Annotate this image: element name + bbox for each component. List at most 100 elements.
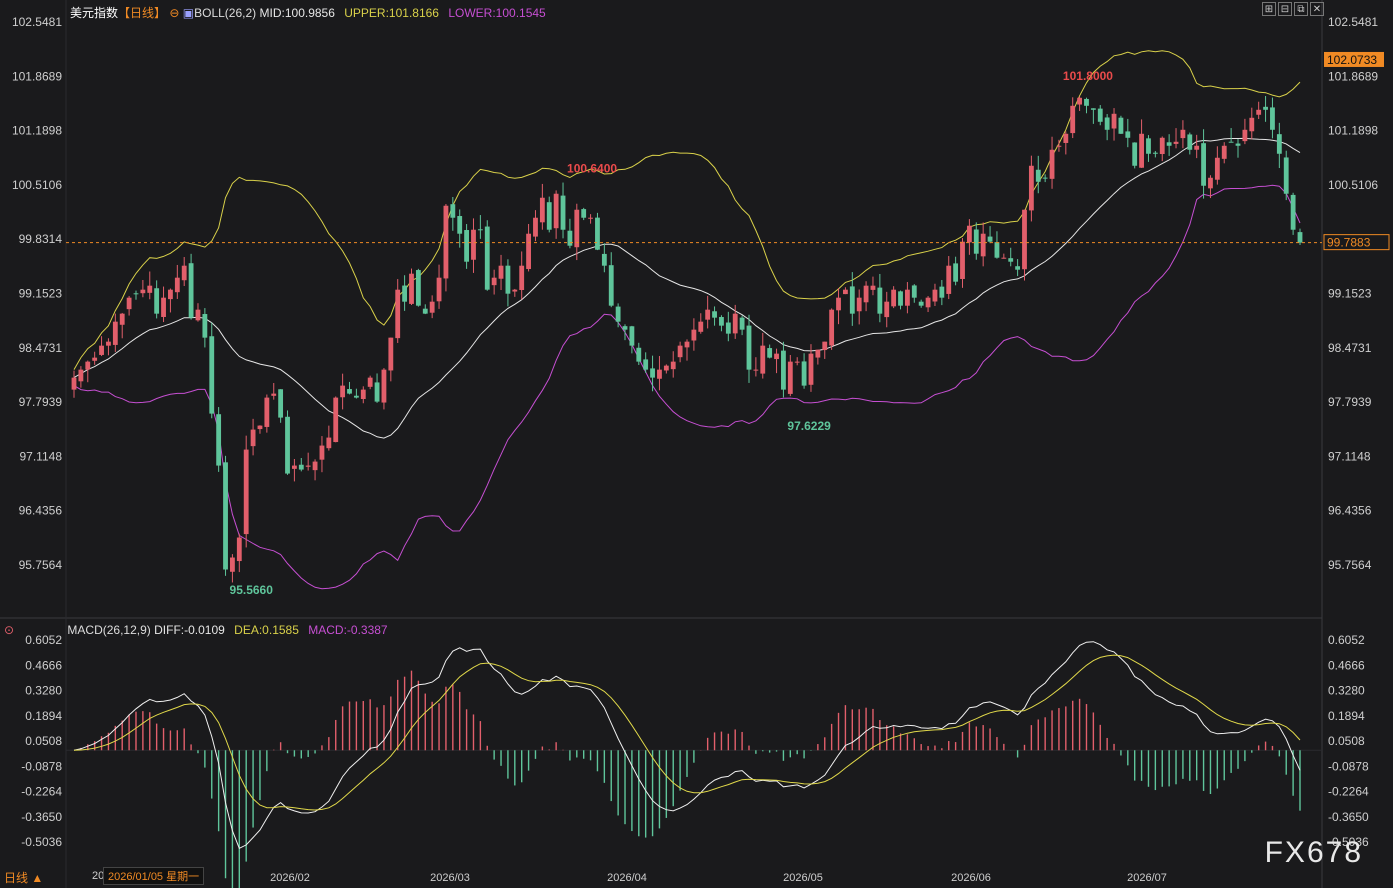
macd-label[interactable]: MACD(26,12,9) [67, 623, 151, 637]
candle-body [381, 369, 387, 403]
chart-header: 美元指数【日线】 ⊖ ▣BOLL(26,2) MID:100.9856 UPPE… [70, 4, 546, 21]
macd-tick-right: -0.5036 [1328, 835, 1369, 849]
candle-body [188, 263, 194, 318]
zoom-icon[interactable]: ⊟ [1278, 2, 1292, 16]
candle-body [1256, 109, 1262, 115]
candle-body [574, 209, 580, 248]
candle-body [787, 361, 793, 394]
candle-body [395, 289, 401, 339]
low-mid-annotation: 97.6229 [787, 419, 831, 433]
candle-body [450, 204, 456, 218]
candle-body [973, 229, 979, 254]
candle-body [1111, 113, 1117, 129]
candle-body [1214, 157, 1220, 180]
candle-body [615, 306, 621, 322]
y-tick-right: 102.5481 [1328, 15, 1378, 29]
macd-tick-right: -0.3650 [1328, 810, 1369, 824]
candle-body [663, 365, 669, 371]
macd-tick-left: 0.4666 [25, 658, 62, 672]
first-date-tick: 20 [92, 870, 105, 882]
candle-body [691, 329, 697, 341]
candle-body [326, 437, 332, 449]
candle-body [126, 297, 132, 310]
candle-body [1077, 97, 1083, 105]
candle-body [767, 348, 773, 358]
candle-body [1139, 133, 1144, 168]
candle-body [340, 385, 346, 398]
candle-body [305, 465, 311, 467]
period-selector[interactable]: 日线 ▲ [4, 871, 44, 885]
x-tick-label: 2026/04 [607, 872, 647, 884]
gear-icon[interactable]: ⊖ [169, 6, 180, 20]
candle-body [1042, 177, 1048, 179]
candle-body [1221, 145, 1227, 159]
candle-body [953, 263, 959, 282]
candle-body [477, 229, 483, 231]
x-tick-label: 2026/07 [1127, 872, 1167, 884]
candle-body [608, 265, 614, 306]
x-tick-label: 2026/02 [270, 872, 310, 884]
candle-body [484, 226, 490, 290]
candle-body [519, 265, 525, 290]
candle-body [168, 289, 173, 300]
candle-body [1015, 266, 1021, 270]
candle-body [925, 297, 931, 308]
macd-dea: DEA:0.1585 [234, 623, 299, 637]
candle-body [980, 233, 986, 257]
candle-body [1283, 157, 1289, 194]
indicator-icon[interactable]: ▣ [182, 6, 195, 20]
boll-lower: LOWER:100.1545 [448, 6, 546, 20]
window-icon[interactable]: ⧉ [1294, 2, 1308, 16]
candle-body [85, 361, 91, 370]
candle-body [1208, 177, 1213, 189]
candle-body [202, 314, 208, 338]
candle-body [904, 289, 910, 306]
candle-body [140, 289, 146, 294]
candle-body [684, 341, 690, 348]
candle-body [546, 202, 552, 230]
boll-label[interactable]: BOLL(26,2) [194, 6, 257, 20]
candle-body [856, 297, 862, 312]
crosshair-date: 2026/01/05 星期一 [103, 867, 205, 885]
y-tick-left: 102.5481 [12, 15, 62, 29]
candle-body [195, 309, 201, 321]
candle-body [471, 229, 476, 260]
candle-body [746, 325, 752, 370]
candle-body [174, 277, 180, 293]
crosshair-icon[interactable]: ⊞ [1262, 2, 1276, 16]
candle-body [836, 297, 841, 311]
candle-body [1290, 194, 1296, 230]
candle-body [725, 322, 731, 334]
candle-body [1235, 143, 1241, 146]
candle-body [1125, 131, 1131, 138]
candle-body [960, 241, 965, 279]
candle-body [629, 326, 635, 346]
y-tick-left: 97.7939 [19, 395, 63, 409]
candle-body [994, 242, 1000, 258]
candle-body [1049, 149, 1055, 179]
candle-body [794, 361, 800, 363]
candle-body [601, 253, 607, 266]
candle-body [1187, 134, 1193, 150]
candle-body [801, 361, 807, 386]
candle-body [891, 289, 897, 307]
candle-body [946, 265, 952, 294]
candle-body [429, 301, 435, 313]
macd-close-icon[interactable]: ⊙ [4, 623, 15, 637]
y-tick-right: 98.4731 [1328, 341, 1372, 355]
axes: 102.5481 102.5481 101.8689 101.8689 101.1898… [12, 15, 1390, 884]
period-tag[interactable]: 【日线】 [118, 6, 167, 20]
candle-body [505, 265, 511, 294]
close-icon[interactable]: ✕ [1310, 2, 1324, 16]
candle-body [781, 350, 786, 390]
candle-body [939, 286, 945, 298]
macd-panel [66, 641, 1322, 888]
candle-body [898, 291, 903, 306]
candle-body [808, 353, 814, 385]
macd-tick-left: 0.3280 [25, 684, 62, 698]
candle-body [1270, 107, 1275, 130]
macd-diff: DIFF:-0.0109 [154, 623, 225, 637]
macd-tick-left: -0.3650 [21, 810, 62, 824]
candle-body [154, 288, 160, 314]
candle-body [71, 377, 77, 390]
